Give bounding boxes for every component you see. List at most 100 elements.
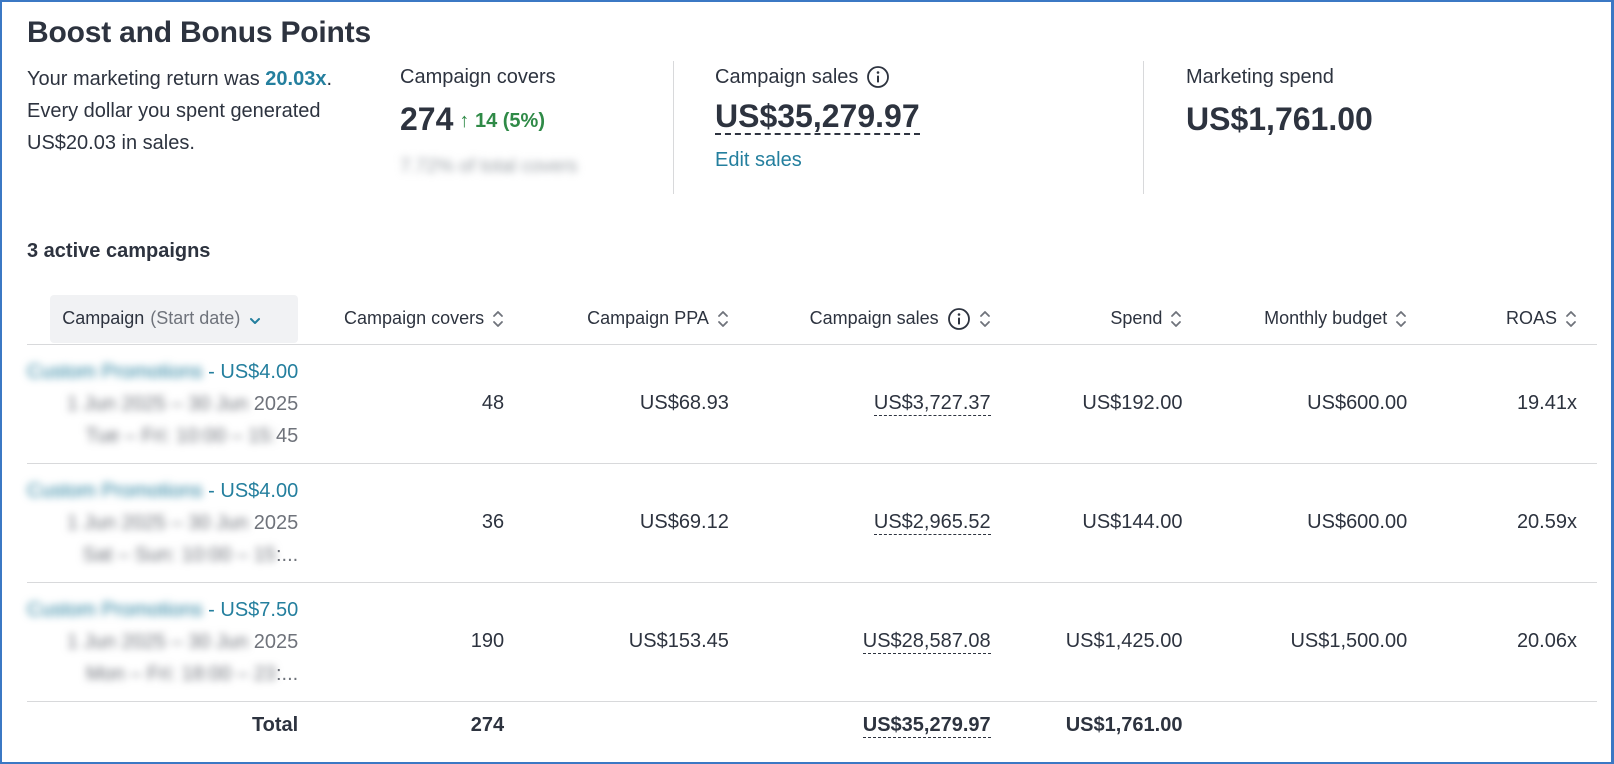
edit-sales-link[interactable]: Edit sales — [715, 149, 802, 171]
campaign-date-blurred: 1 Jun 2025 – 30 Jun — [66, 392, 249, 415]
campaign-price: - US$7.50 — [202, 598, 299, 621]
ppa-cell: US$68.93 — [639, 392, 729, 414]
roas-summary-suffix: . Every dollar you spent generated US$20… — [27, 68, 332, 154]
ppa-cell: US$69.12 — [639, 511, 729, 533]
covers-label: Campaign covers — [400, 66, 556, 88]
sales-label: Campaign sales — [715, 66, 859, 88]
sales-metric: Campaign sales US$35,279.97 Edit sales — [715, 63, 920, 172]
campaign-date-range: 1 Jun 2025 – 30 Jun 2025 — [27, 507, 298, 539]
campaign-date-blurred: 1 Jun 2025 – 30 Jun — [66, 511, 249, 534]
covers-value: 274 — [400, 101, 454, 137]
roas-cell: 19.41x — [1516, 392, 1577, 414]
table-row[interactable]: Custom Promotions - US$7.50 1 Jun 2025 –… — [27, 582, 1597, 701]
sort-icon — [717, 308, 729, 330]
roas-summary-prefix: Your marketing return was — [27, 68, 266, 90]
page-title: Boost and Bonus Points — [27, 16, 371, 49]
spend-label: Marketing spend — [1186, 66, 1334, 88]
spend-header-label: Spend — [1110, 308, 1163, 329]
sales-column-header[interactable]: Campaign sales — [729, 294, 991, 344]
info-icon[interactable] — [866, 65, 890, 89]
spend-cell: US$192.00 — [1082, 392, 1183, 414]
total-label: Total — [251, 714, 299, 737]
roas-cell: 20.06x — [1516, 630, 1577, 652]
campaign-price: - US$4.00 — [202, 479, 299, 502]
spend-value: US$1,761.00 — [1186, 101, 1373, 137]
campaign-date-blurred: 1 Jun 2025 – 30 Jun — [66, 630, 249, 653]
campaign-name-blurred: Custom Promotions — [27, 479, 203, 502]
campaign-schedule: Tue – Fri: 10:00 – 15:45 — [27, 420, 299, 452]
covers-value-row: 274 ↑ 14 (5%) — [400, 99, 577, 141]
campaign-schedule: Mon – Fri: 18:00 – 23:... — [27, 658, 298, 690]
budget-header-label: Monthly budget — [1264, 308, 1388, 329]
covers-cell: 36 — [481, 511, 505, 533]
roas-cell: 20.59x — [1516, 511, 1577, 533]
budget-cell: US$600.00 — [1307, 392, 1408, 414]
active-campaigns-title: 3 active campaigns — [27, 240, 211, 262]
sales-cell: US$2,965.52 — [729, 463, 991, 582]
covers-cell: 48 — [481, 392, 505, 414]
total-sales[interactable]: US$35,279.97 — [862, 713, 991, 738]
campaign-sort-button[interactable]: Campaign (Start date) — [50, 294, 299, 343]
spend-column-header[interactable]: Spend — [991, 294, 1183, 344]
roas-summary: Your marketing return was 20.03x. Every … — [27, 63, 347, 159]
campaign-column-header: Campaign (Start date) — [27, 294, 299, 344]
campaign-price: - US$4.00 — [202, 360, 299, 383]
total-roas-empty — [1407, 701, 1597, 749]
ppa-header-label: Campaign PPA — [587, 308, 709, 329]
campaigns-table: Campaign (Start date) Campaign covers Ca… — [27, 294, 1597, 749]
table-row[interactable]: Custom Promotions - US$4.00 1 Jun 2025 –… — [27, 344, 1597, 463]
ppa-cell: US$153.45 — [628, 630, 729, 652]
sales-cell: US$3,727.37 — [729, 344, 991, 463]
covers-metric: Campaign covers 274 ↑ 14 (5%) 7.72% of to… — [400, 63, 577, 181]
sort-icon — [492, 308, 504, 330]
campaign-date-range: 1 Jun 2025 – 30 Jun 2025 — [27, 388, 298, 420]
campaign-date-year: 2025 — [248, 511, 299, 534]
budget-cell: US$1,500.00 — [1290, 630, 1408, 652]
sort-icon — [1170, 308, 1182, 330]
roas-value: 20.03x — [265, 68, 327, 90]
campaign-name-link[interactable]: Custom Promotions - US$7.50 — [27, 594, 298, 626]
campaign-schedule-tail: 45 — [275, 424, 299, 447]
info-icon[interactable] — [947, 307, 971, 331]
roas-column-header[interactable]: ROAS — [1407, 294, 1597, 344]
campaign-name-blurred: Custom Promotions — [27, 360, 203, 383]
campaign-cell: Custom Promotions - US$4.00 1 Jun 2025 –… — [27, 344, 298, 463]
table-row[interactable]: Custom Promotions - US$4.00 1 Jun 2025 –… — [27, 463, 1597, 582]
campaign-schedule-blurred: Tue – Fri: 10:00 – 15: — [85, 424, 276, 447]
campaign-name-link[interactable]: Custom Promotions - US$4.00 — [27, 356, 298, 388]
covers-delta: ↑ 14 (5%) — [459, 110, 545, 132]
covers-cell: 190 — [470, 630, 505, 652]
campaign-schedule-blurred: Sat – Sun: 10:00 – 15 — [82, 543, 277, 566]
covers-header-label: Campaign covers — [344, 308, 485, 329]
metric-divider — [673, 61, 674, 194]
campaign-schedule-tail: :... — [276, 543, 299, 566]
campaign-cell: Custom Promotions - US$4.00 1 Jun 2025 –… — [27, 463, 298, 582]
sales-value[interactable]: US$35,279.97 — [715, 98, 920, 135]
sales-label-row: Campaign sales — [715, 63, 920, 91]
budget-cell: US$600.00 — [1307, 511, 1408, 533]
sales-cell: US$28,587.08 — [729, 582, 991, 701]
start-date-header-label: (Start date) — [150, 308, 241, 329]
total-ppa-empty — [504, 701, 729, 749]
spend-cell: US$1,425.00 — [1065, 630, 1183, 652]
campaign-name-blurred: Custom Promotions — [27, 598, 203, 621]
total-spend: US$1,761.00 — [1065, 713, 1183, 736]
campaign-name-link[interactable]: Custom Promotions - US$4.00 — [27, 475, 298, 507]
ppa-column-header[interactable]: Campaign PPA — [504, 294, 729, 344]
sort-icon — [1565, 308, 1577, 330]
roas-header-label: ROAS — [1505, 308, 1557, 329]
sales-header-label: Campaign sales — [809, 308, 939, 329]
campaign-schedule-tail: :... — [276, 662, 299, 685]
sales-value-link[interactable]: US$2,965.52 — [873, 511, 991, 535]
spend-cell: US$144.00 — [1082, 511, 1183, 533]
metric-divider — [1143, 61, 1144, 194]
sales-value-link[interactable]: US$28,587.08 — [862, 630, 991, 654]
chevron-down-icon — [248, 312, 262, 326]
budget-column-header[interactable]: Monthly budget — [1182, 294, 1407, 344]
table-header-row: Campaign (Start date) Campaign covers Ca… — [27, 294, 1597, 344]
covers-column-header[interactable]: Campaign covers — [298, 294, 504, 344]
sales-value-link[interactable]: US$3,727.37 — [873, 392, 991, 416]
campaign-schedule: Sat – Sun: 10:00 – 15:... — [27, 539, 299, 571]
total-covers: 274 — [470, 713, 505, 736]
